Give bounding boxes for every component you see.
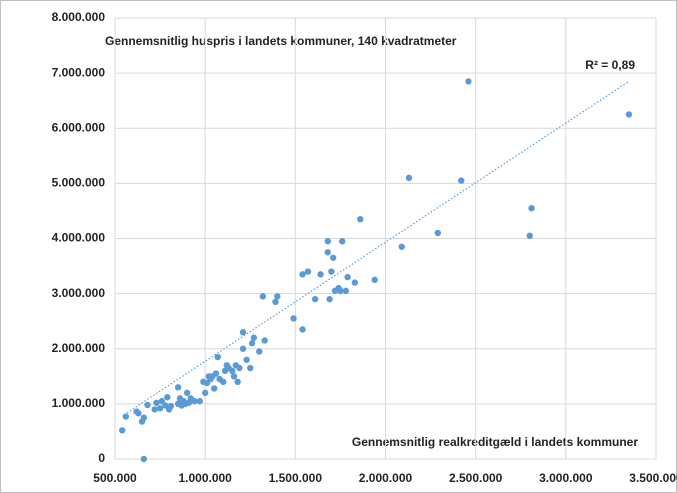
point <box>196 397 203 405</box>
point <box>239 345 247 352</box>
point <box>153 399 160 406</box>
y-tick-label: 0 <box>98 451 105 465</box>
point <box>135 410 142 417</box>
point <box>304 268 312 275</box>
point <box>210 385 218 392</box>
point <box>342 287 350 295</box>
point <box>528 204 535 212</box>
point <box>272 298 279 306</box>
point <box>156 405 164 412</box>
point <box>256 348 263 355</box>
point <box>119 427 126 434</box>
point <box>351 279 359 286</box>
point <box>239 329 247 336</box>
point <box>398 243 405 250</box>
point <box>299 326 306 333</box>
y-tick-label: 7.000.000 <box>52 65 106 79</box>
point <box>526 232 533 239</box>
point <box>324 249 331 256</box>
point <box>234 378 241 386</box>
trendline <box>123 80 630 416</box>
point <box>330 254 337 261</box>
y-tick-label: 1.000.000 <box>52 396 106 410</box>
y-tick-label: 2.000.000 <box>52 341 106 355</box>
point <box>299 271 306 278</box>
point <box>140 414 148 421</box>
point <box>311 295 319 303</box>
point <box>339 238 346 245</box>
y-tick-label: 4.000.000 <box>52 231 106 245</box>
point <box>248 340 256 347</box>
y-tick-label: 5.000.000 <box>52 176 106 190</box>
x-tick-label: 3.000.000 <box>539 471 593 485</box>
point <box>259 293 267 300</box>
point <box>337 287 344 295</box>
point <box>324 238 331 245</box>
x-tick-label: 2.000.000 <box>359 471 413 485</box>
point <box>236 364 243 372</box>
point <box>434 229 441 237</box>
point <box>151 406 158 413</box>
point <box>625 111 633 118</box>
point <box>201 389 209 397</box>
point <box>274 293 281 300</box>
y-tick-label: 3.000.000 <box>52 286 106 300</box>
point <box>158 397 166 405</box>
point <box>144 401 151 409</box>
x-tick-label: 2.500.000 <box>449 471 503 485</box>
point <box>164 394 171 401</box>
annotation: R² = 0,89 <box>585 58 635 72</box>
point <box>405 174 413 182</box>
point <box>328 268 335 275</box>
point <box>371 276 378 284</box>
point <box>458 177 465 184</box>
point <box>250 334 258 341</box>
point <box>326 295 333 303</box>
point <box>290 315 297 322</box>
point <box>247 364 254 372</box>
point <box>243 356 250 363</box>
point <box>174 384 182 391</box>
point <box>183 389 191 397</box>
x-tick-label: 500.000 <box>93 471 137 485</box>
point <box>214 353 221 361</box>
point <box>122 413 130 420</box>
chart-title: Gennemsnitlig huspris i landets kommuner… <box>105 34 457 48</box>
x-axis-label: Gennemsnitlig realkreditgæld i landets k… <box>352 435 638 449</box>
point <box>140 455 148 463</box>
y-tick-label: 8.000.000 <box>52 10 106 24</box>
point <box>212 370 220 377</box>
x-tick-label: 3.500.000 <box>629 471 677 485</box>
y-tick-label: 6.000.000 <box>52 120 106 134</box>
point <box>220 378 227 386</box>
point <box>230 373 238 380</box>
point <box>465 78 472 85</box>
point <box>357 216 364 223</box>
point <box>167 402 175 410</box>
x-tick-label: 1.000.000 <box>178 471 232 485</box>
point <box>229 367 236 374</box>
point <box>317 271 324 278</box>
point <box>191 397 198 405</box>
point <box>261 337 268 344</box>
x-tick-label: 1.500.000 <box>269 471 323 485</box>
point <box>344 273 351 281</box>
